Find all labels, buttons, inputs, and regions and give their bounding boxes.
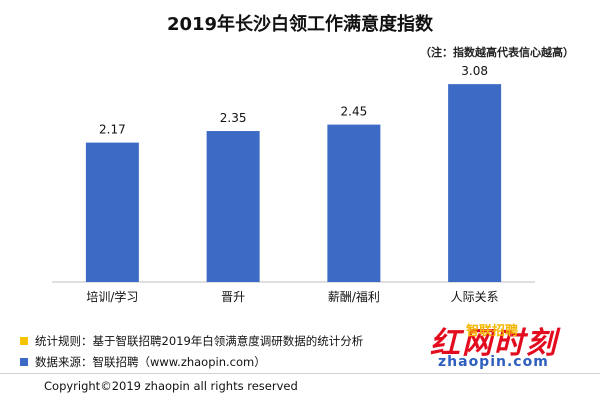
chart-note: （注：指数越高代表信心越高） [420,46,574,59]
watermark-brand-text: 智联招聘 [466,324,519,339]
data-label-2: 2.45 [341,105,368,119]
legend-swatch-blue [20,358,28,366]
watermark-sub-text: zhaopin.com [438,354,549,370]
copyright-text: Copyright©2019 zhaopin all rights reserv… [44,379,298,393]
legend-label-rule: 统计规则：基于智联招聘2019年白领满意度调研数据的统计分析 [35,334,364,348]
watermark-main-text: 红网时刻 [430,326,558,361]
data-label-3: 3.08 [461,64,488,78]
x-tick-label-2: 薪酬/福利 [328,289,380,304]
data-label-0: 2.17 [99,123,126,137]
legend-swatch-yellow [20,337,28,345]
x-tick-label-3: 人际关系 [451,290,499,304]
x-tick-label-1: 晋升 [221,290,245,304]
bar-chart: 2.17 培训/学习 2.35 晋升 2.45 薪酬/福利 3.08 人际关系 [52,64,535,304]
chart-title: 2019年长沙白领工作满意度指数 [166,14,434,35]
data-label-1: 2.35 [220,111,247,125]
bar-1 [206,131,260,282]
watermark-logo: 红网时刻 智联招聘 zhaopin.com [430,318,590,388]
legend-item-rule: 统计规则：基于智联招聘2019年白领满意度调研数据的统计分析 [20,333,363,349]
legend-label-source: 数据来源：智联招聘（www.zhaopin.com） [35,355,266,369]
x-tick-label-0: 培训/学习 [86,289,138,304]
bar-3 [448,84,502,282]
legend-item-source: 数据来源：智联招聘（www.zhaopin.com） [20,354,266,370]
bar-0 [85,142,139,282]
footer-divider [0,373,600,374]
bar-2 [327,124,381,282]
